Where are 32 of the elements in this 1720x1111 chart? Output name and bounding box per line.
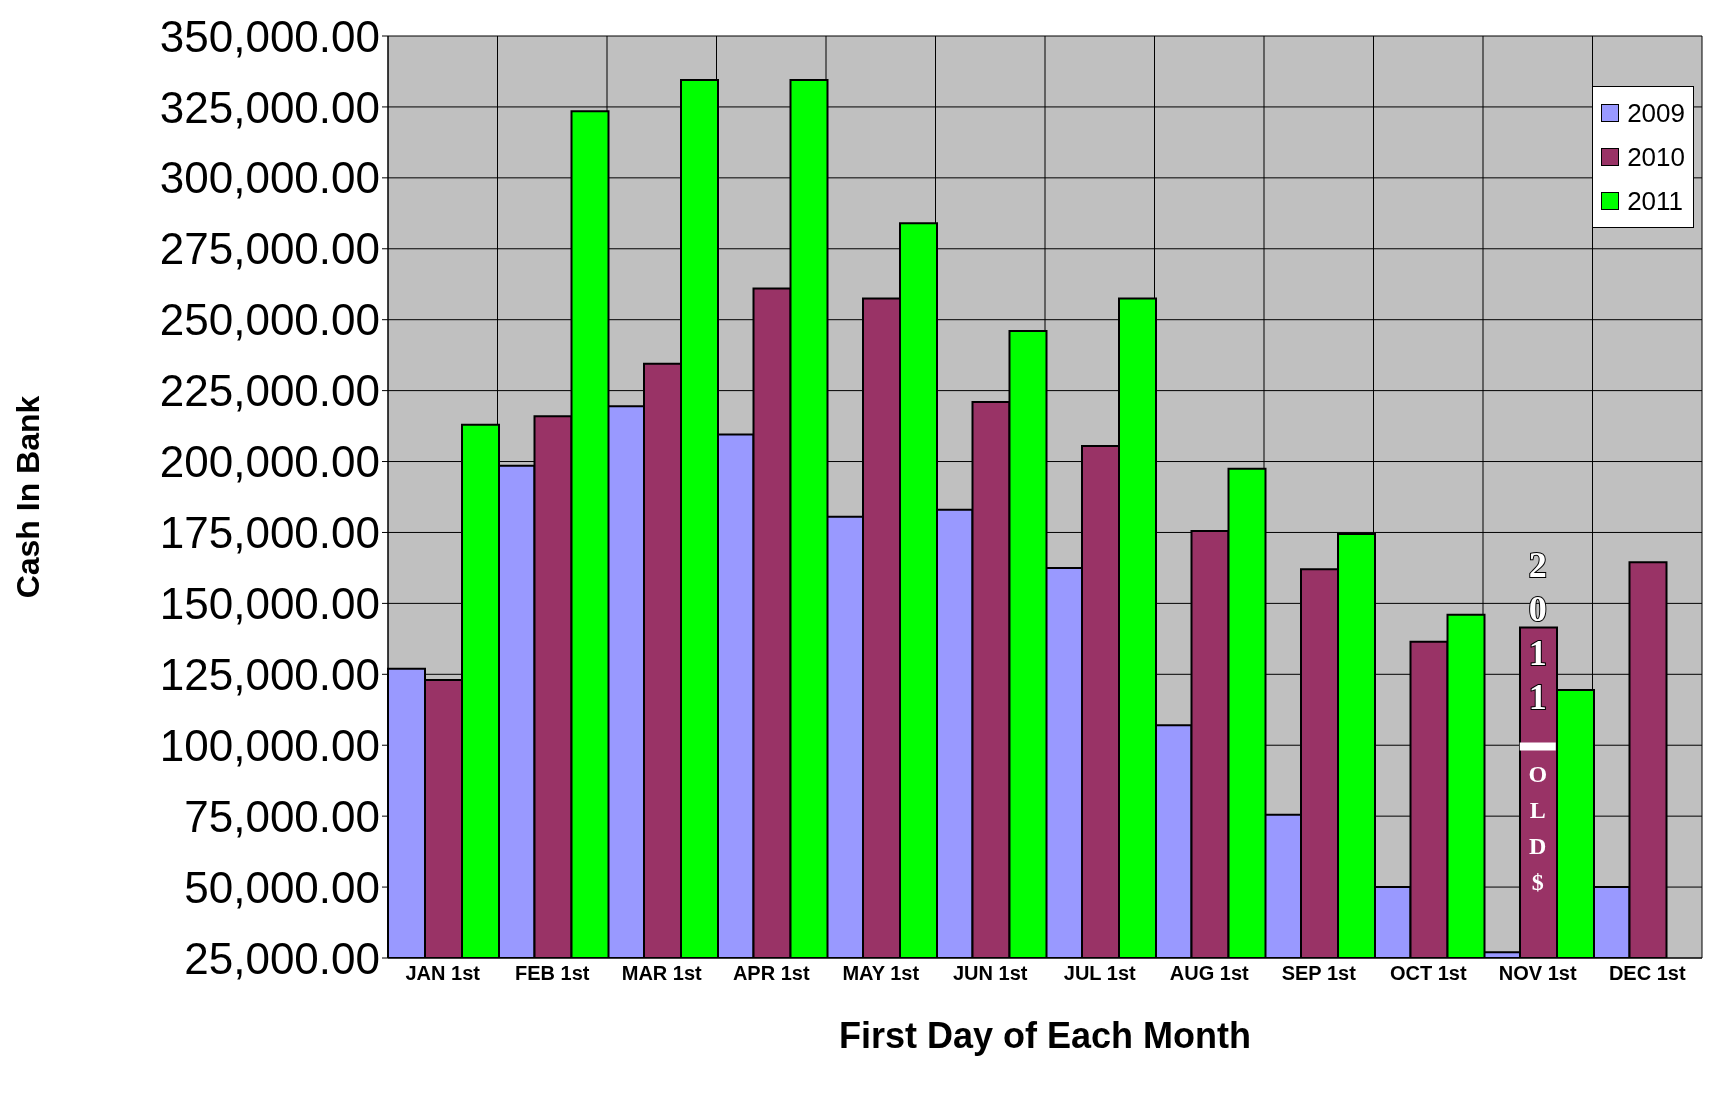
x-tick-label: NOV 1st — [1498, 962, 1577, 985]
annotation: OLD $ — [1528, 761, 1548, 896]
y-tick-label: 250,000.00 — [159, 295, 380, 345]
x-tick-label: JUN 1st — [953, 962, 1028, 985]
x-tick-label: DEC 1st — [1608, 962, 1686, 985]
x-tick-label: FEB 1st — [515, 962, 590, 985]
y-tick-label: 225,000.00 — [159, 366, 380, 416]
legend-label: 2011 — [1627, 185, 1684, 218]
x-tick-label: JAN 1st — [405, 962, 481, 985]
x-tick-label: JUL 1st — [1063, 962, 1137, 985]
x-tick-label: APR 1st — [732, 962, 810, 985]
x-tick-label: MAR 1st — [621, 962, 703, 985]
y-tick-label: 275,000.00 — [159, 224, 380, 274]
x-tick-label: MAY 1st — [842, 962, 920, 985]
x-axis-title: First Day of Each Month — [838, 1015, 1252, 1056]
legend-label: 2009 — [1627, 97, 1685, 130]
y-tick-label: 200,000.00 — [159, 437, 380, 487]
y-tick-label: 50,000.00 — [184, 862, 380, 912]
y-tick-label: 150,000.00 — [159, 579, 380, 628]
y-tick-label: 300,000.00 — [159, 153, 380, 203]
y-tick-label: 325,000.00 — [159, 82, 380, 132]
x-tick-label: AUG 1st — [1169, 962, 1250, 985]
y-tick-label: 350,000.00 — [159, 11, 380, 61]
legend-label: 2010 — [1627, 141, 1685, 174]
y-tick-label: 25,000.00 — [184, 933, 380, 983]
y-tick-label: 100,000.00 — [159, 720, 380, 770]
y-tick-label: 125,000.00 — [159, 649, 380, 699]
y-tick-label: 175,000.00 — [159, 508, 380, 558]
y-tick-label: 75,000.00 — [184, 791, 380, 841]
x-tick-label: OCT 1st — [1389, 962, 1467, 985]
x-tick-label: SEP 1st — [1281, 962, 1357, 985]
y-axis-title: Cash In Bank — [10, 395, 47, 599]
